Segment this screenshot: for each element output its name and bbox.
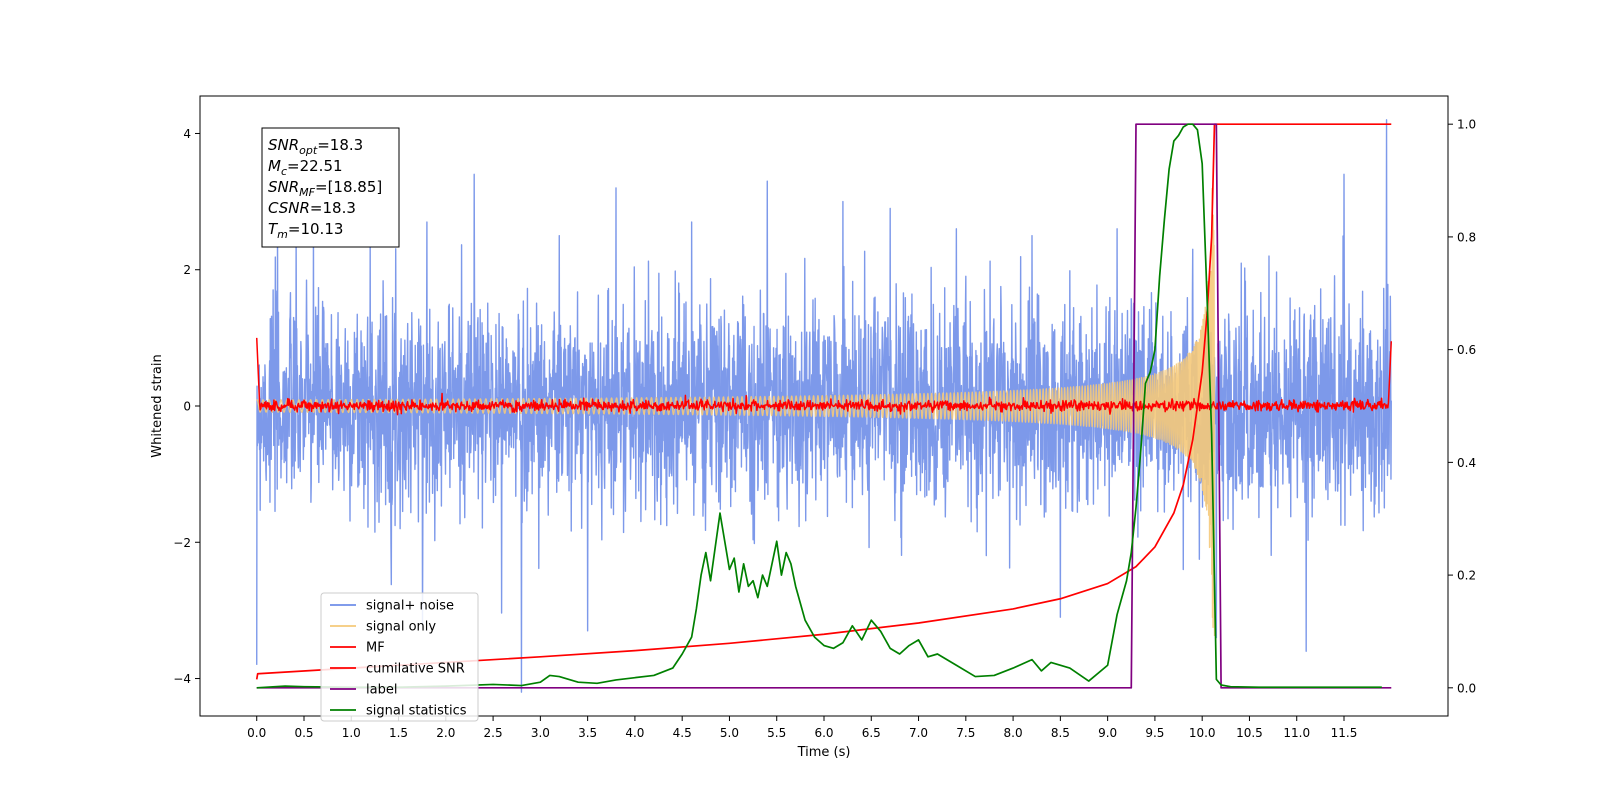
- annotation-line: Mc=22.51: [268, 157, 343, 178]
- legend: signal+ noise signal only MF cumilative SNR…: [320, 592, 479, 722]
- y-axis-label: Whitened strain: [150, 354, 165, 457]
- y2-tick-label: 0.8: [1457, 230, 1476, 244]
- annotation-frame: [261, 127, 400, 248]
- x-tick-label: 1.0: [342, 726, 361, 740]
- legend-label: signal statistics: [366, 704, 467, 719]
- x-tick-label: 4.5: [673, 726, 692, 740]
- y-tick-label: 2: [183, 263, 191, 277]
- y2-tick-label: 0.0: [1457, 681, 1476, 695]
- x-tick-label: 7.5: [956, 726, 975, 740]
- legend-label: cumilative SNR: [366, 662, 465, 677]
- x-tick-label: 8.5: [1051, 726, 1070, 740]
- plot-series: [255, 119, 1393, 693]
- series-line-2: [255, 337, 1393, 416]
- y2-axis-ticks: 0.0 0.2 0.4 0.6 0.8 1.0: [1448, 118, 1476, 695]
- series-line-3: [255, 123, 1392, 680]
- legend-label: signal only: [366, 620, 436, 635]
- x-tick-label: 2.5: [484, 726, 503, 740]
- annotation-line: SNRMF=[18.85]: [268, 178, 382, 199]
- x-axis-ticks: 0.0 0.5 1.0 1.5 2.0 2.5 3.0 3.5 4.0 4.5 5.0 5.5 6.0 6…: [247, 716, 1357, 740]
- x-tick-label: 11.0: [1283, 726, 1310, 740]
- x-tick-label: 5.5: [767, 726, 786, 740]
- x-tick-label: 0.0: [247, 726, 266, 740]
- x-tick-label: 10.5: [1236, 726, 1263, 740]
- legend-label: MF: [366, 641, 385, 656]
- x-tick-label: 1.5: [389, 726, 408, 740]
- annotation-box: SNRopt=18.3Mc=22.51SNRMF=[18.85]CSNR=18.…: [261, 127, 400, 248]
- x-tick-label: 10.0: [1189, 726, 1216, 740]
- x-tick-label: 4.0: [625, 726, 644, 740]
- annotation-line: CSNR=18.3: [268, 199, 356, 217]
- x-tick-label: 7.0: [909, 726, 928, 740]
- series-line-5: [256, 123, 1382, 689]
- y2-tick-label: 0.6: [1457, 343, 1476, 357]
- x-tick-label: 9.0: [1098, 726, 1117, 740]
- x-tick-label: 3.0: [531, 726, 550, 740]
- y2-tick-label: 1.0: [1457, 118, 1476, 132]
- x-tick-label: 2.0: [436, 726, 455, 740]
- y2-tick-label: 0.2: [1457, 569, 1476, 583]
- x-tick-label: 11.5: [1331, 726, 1358, 740]
- legend-label: signal+ noise: [366, 599, 454, 614]
- y-tick-label: −4: [173, 672, 191, 686]
- x-tick-label: 5.0: [720, 726, 739, 740]
- annotation-line: Tm=10.13: [268, 220, 343, 241]
- x-tick-label: 9.5: [1145, 726, 1164, 740]
- x-tick-label: 3.5: [578, 726, 597, 740]
- x-tick-label: 0.5: [294, 726, 313, 740]
- x-tick-label: 6.0: [814, 726, 833, 740]
- y-tick-label: 0: [183, 400, 191, 414]
- annotation-line: SNRopt=18.3: [268, 136, 363, 157]
- x-tick-label: 6.5: [862, 726, 881, 740]
- y-tick-label: 4: [183, 127, 191, 141]
- legend-frame: [320, 592, 479, 722]
- x-axis-label: Time (s): [797, 745, 851, 760]
- y-axis-ticks: −4 −2 0 2 4: [173, 127, 200, 686]
- x-tick-label: 8.0: [1004, 726, 1023, 740]
- legend-label: label: [366, 683, 397, 698]
- y-tick-label: −2: [173, 536, 191, 550]
- y2-tick-label: 0.4: [1457, 456, 1476, 470]
